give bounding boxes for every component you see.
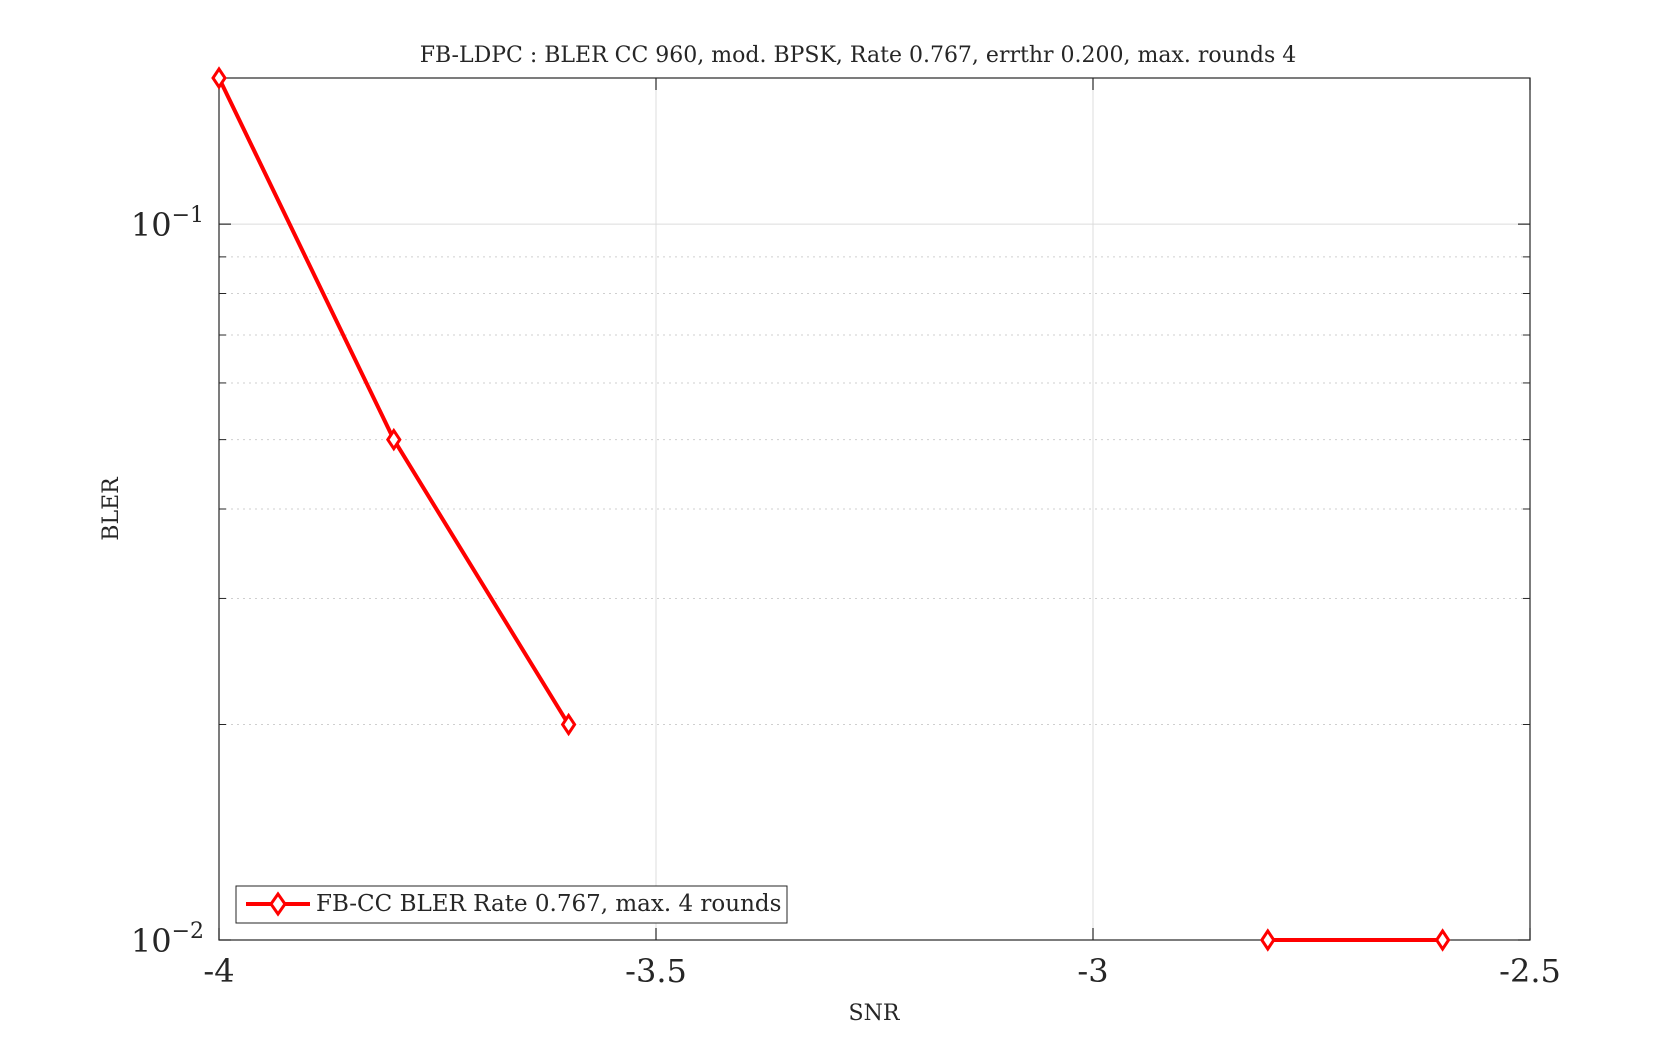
- x-tick-label: -2.5: [1499, 952, 1561, 990]
- legend-marker: [269, 891, 287, 917]
- legend-label: FB-CC BLER Rate 0.767, max. 4 rounds: [316, 891, 781, 917]
- data-point-marker: [385, 427, 402, 452]
- x-tick-labels: -4 -3.5 -3 -2.5: [203, 952, 1560, 990]
- legend: FB-CC BLER Rate 0.767, max. 4 rounds: [235, 885, 788, 924]
- x-tick-label: -3: [1077, 952, 1108, 990]
- y-axis-label: BLER: [99, 476, 124, 541]
- series-group: [211, 66, 1451, 952]
- y-tick-label: 10−1: [131, 203, 204, 244]
- data-point-marker: [211, 66, 227, 90]
- series-line: [217, 77, 571, 726]
- x-axis-label: SNR: [849, 1001, 901, 1026]
- data-point-marker: [1259, 928, 1276, 952]
- grid: [219, 78, 1530, 940]
- chart-title: FB-LDPC : BLER CC 960, mod. BPSK, Rate 0…: [420, 43, 1297, 68]
- data-point-marker: [560, 712, 577, 737]
- y-tick-labels: 10−1 10−2: [131, 203, 204, 960]
- x-tick-label: -3.5: [625, 952, 687, 990]
- x-tick-label: -4: [203, 952, 234, 990]
- y-tick-label: 10−2: [131, 919, 204, 960]
- legend-box: [235, 885, 788, 924]
- data-point-marker: [1434, 928, 1451, 952]
